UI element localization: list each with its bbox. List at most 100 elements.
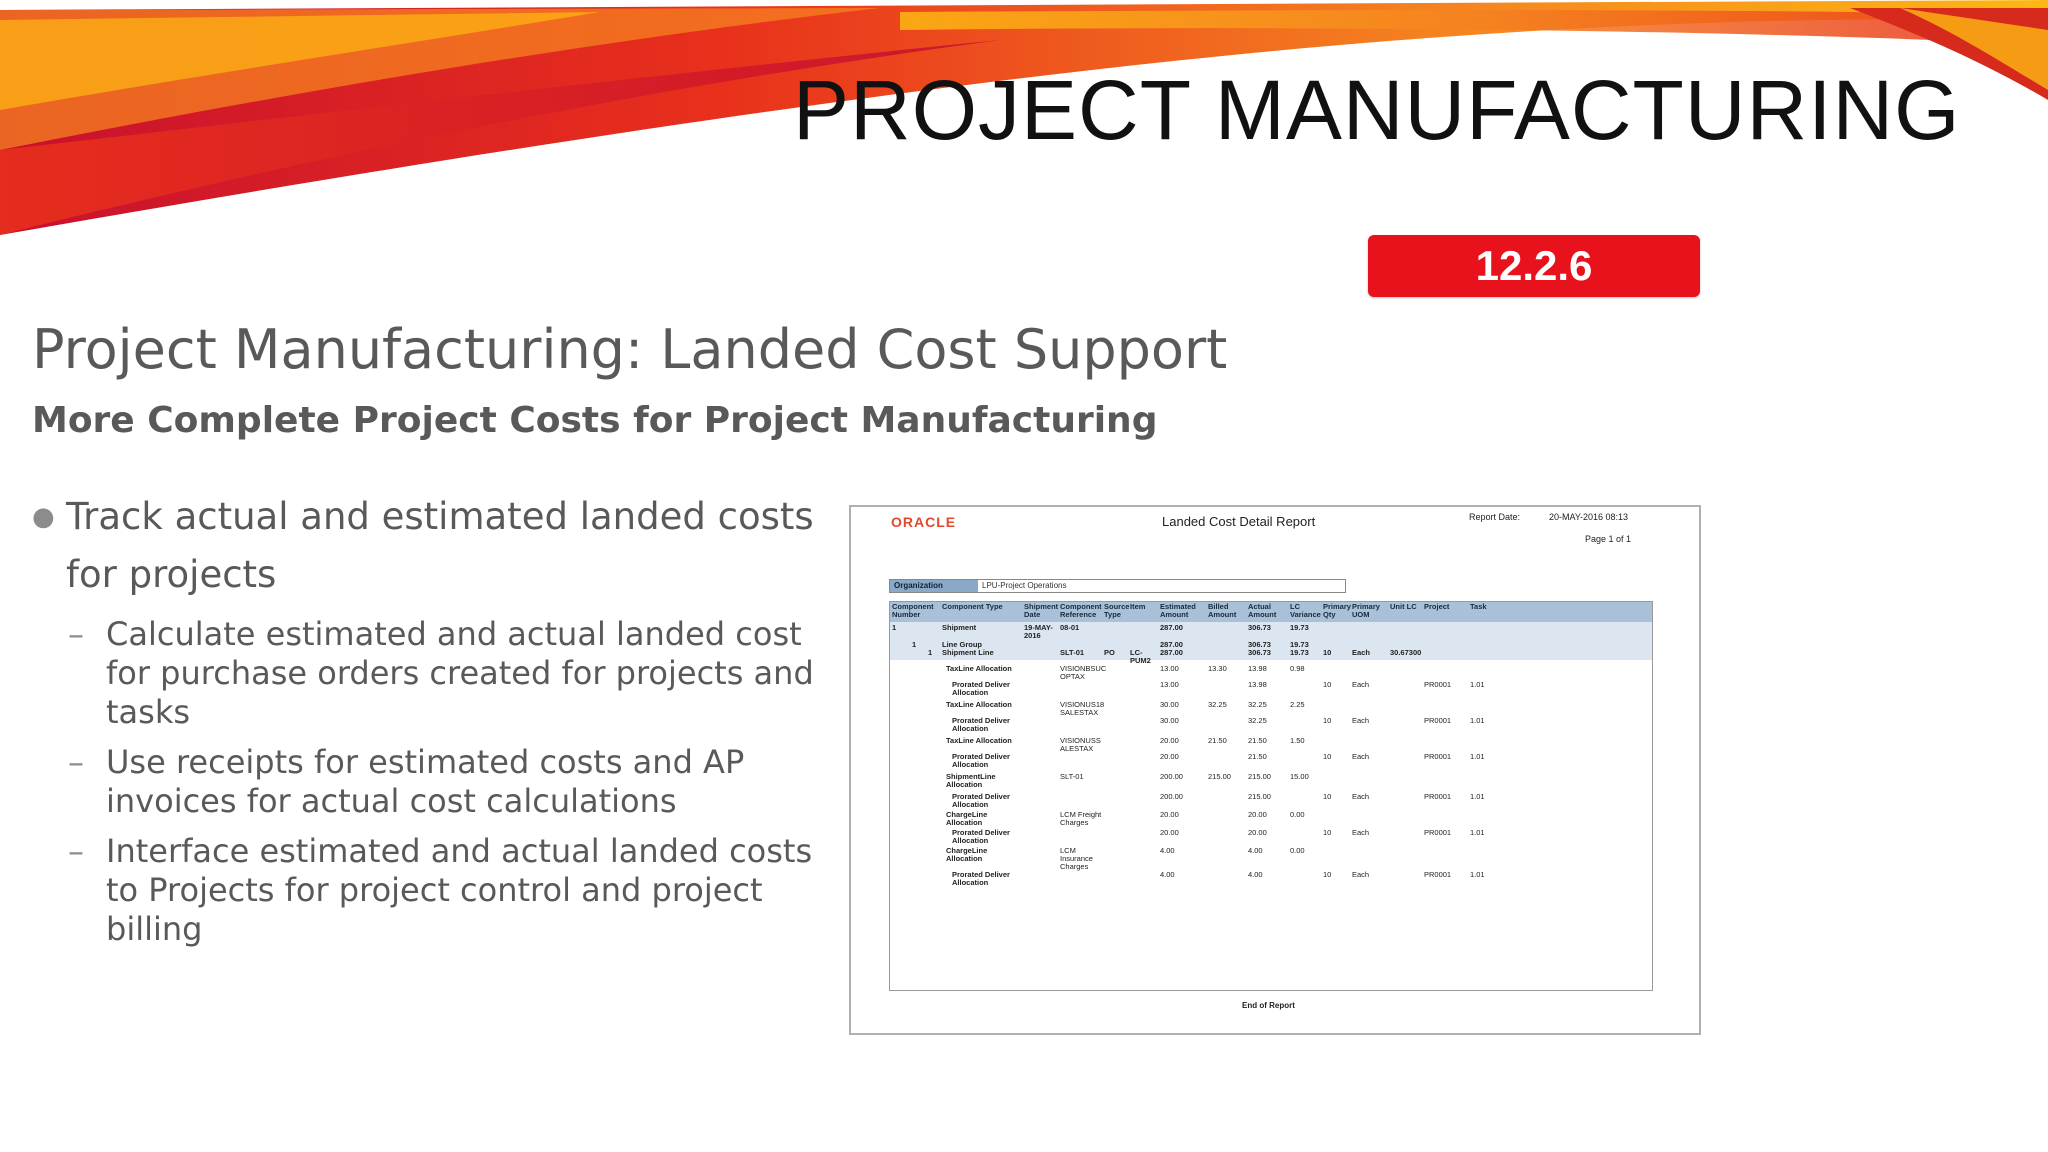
sub-bullet-item: – Interface estimated and actual landed …: [32, 832, 832, 949]
report-header-cell: Component Type: [942, 602, 1003, 611]
report-cell: Prorated Deliver Allocation: [952, 828, 1010, 845]
report-cell: 215.00: [1208, 772, 1231, 781]
sub-bullet-text: Calculate estimated and actual landed co…: [106, 615, 814, 731]
report-cell: 1.01: [1470, 792, 1485, 801]
organization-label: Organization: [890, 580, 978, 592]
report-cell: 10: [1323, 792, 1332, 801]
bullet-text: Track actual and estimated landed costs …: [66, 495, 814, 596]
organization-bar: Organization LPU-Project Operations: [889, 579, 1346, 593]
report-cell: 287.00: [1160, 648, 1183, 657]
report-cell: 4.00: [1248, 846, 1263, 855]
report-cell: 32.25: [1208, 700, 1227, 709]
report-cell: Shipment: [942, 623, 977, 632]
report-cell: 15.00: [1290, 772, 1309, 781]
report-cell: Each: [1352, 870, 1370, 879]
sub-bullet-text: Interface estimated and actual landed co…: [106, 832, 813, 948]
report-cell: 20.00: [1160, 828, 1179, 837]
report-cell: PO: [1104, 648, 1115, 657]
report-cell: 10: [1323, 716, 1332, 725]
report-cell: 200.00: [1160, 792, 1183, 801]
report-cell: 13.98: [1248, 664, 1267, 673]
report-cell: 19-MAY- 2016: [1024, 623, 1053, 640]
report-cell: 1: [912, 640, 917, 649]
report-header-cell: Estimated Amount: [1160, 602, 1196, 619]
report-table-header: Component Number Component Type Shipment D…: [890, 602, 1652, 622]
report-cell: Each: [1352, 752, 1370, 761]
report-cell: 13.00: [1160, 664, 1179, 673]
report-cell: SLT-01: [1060, 648, 1085, 657]
report-header-cell: Source Type: [1104, 602, 1130, 619]
oracle-logo: ORACLE: [891, 514, 957, 530]
report-cell: 10: [1323, 680, 1332, 689]
report-cell: 215.00: [1248, 792, 1271, 801]
report-cell: LCM Insurance Charges: [1060, 846, 1093, 871]
report-cell: 287.00: [1160, 640, 1183, 649]
report-cell: 1.01: [1470, 680, 1485, 689]
report-cell: Prorated Deliver Allocation: [952, 716, 1010, 733]
report-cell: SLT-01: [1060, 772, 1084, 781]
report-header-cell: LC Variance: [1290, 602, 1321, 619]
report-date: 20-MAY-2016 08:13: [1549, 512, 1629, 522]
report-cell: 32.25: [1248, 700, 1267, 709]
report-header-cell: Item: [1130, 602, 1146, 611]
version-badge: 12.2.6: [1368, 235, 1700, 297]
report-cell: 306.73: [1248, 623, 1271, 632]
report-cell: 10: [1323, 828, 1332, 837]
report-cell: PR0001: [1424, 752, 1452, 761]
report-header-cell: Component Reference: [1060, 602, 1102, 619]
report-header-cell: Primary Qty: [1323, 602, 1351, 619]
report-cell: 10: [1323, 648, 1332, 657]
report-header-cell: Project: [1424, 602, 1450, 611]
sub-bullet-item: – Use receipts for estimated costs and A…: [32, 743, 832, 821]
report-cell: 4.00: [1160, 846, 1175, 855]
report-cell: 1.01: [1470, 716, 1485, 725]
report-header-cell: Shipment Date: [1024, 602, 1059, 619]
report-cell: 287.00: [1160, 623, 1183, 632]
report-cell: LCM Freight Charges: [1060, 810, 1102, 827]
dash-icon: –: [68, 743, 84, 781]
report-cell: 30.00: [1160, 716, 1179, 725]
report-cell: Line Group: [942, 640, 982, 649]
report-table: Component Number Component Type Shipment D…: [889, 601, 1653, 991]
report-header-cell: Unit LC: [1390, 602, 1417, 611]
report-header-cell: Actual Amount: [1248, 602, 1277, 619]
report-cell: ShipmentLine Allocation: [946, 772, 996, 789]
report-cell: 19.73: [1290, 640, 1309, 649]
report-cell: 306.73: [1248, 648, 1271, 657]
report-cell: Each: [1352, 792, 1370, 801]
sub-bullet-text: Use receipts for estimated costs and AP …: [106, 743, 745, 820]
report-cell: 4.00: [1248, 870, 1263, 879]
report-cell: 19.73: [1290, 623, 1309, 632]
report-header-cell: Component Number: [892, 602, 934, 619]
bullet-dot-icon: ●: [32, 502, 55, 532]
report-cell: 200.00: [1160, 772, 1183, 781]
report-cell: 32.25: [1248, 716, 1267, 725]
report-cell: 20.00: [1160, 736, 1179, 745]
report-shipment-band: [890, 622, 1652, 660]
report-cell: 30.67300: [1390, 648, 1422, 657]
bullet-list: ● Track actual and estimated landed cost…: [32, 488, 832, 949]
report-title: Landed Cost Detail Report: [1162, 514, 1316, 529]
slide-heading: Project Manufacturing: Landed Cost Suppo…: [32, 318, 1228, 381]
report-cell: PR0001: [1424, 870, 1452, 879]
report-header-cell: Primary UOM: [1352, 602, 1380, 619]
report-cell: 13.98: [1248, 680, 1267, 689]
report-cell: Prorated Deliver Allocation: [952, 680, 1010, 697]
sub-bullet-item: – Calculate estimated and actual landed …: [32, 615, 832, 732]
report-cell: 1: [928, 648, 933, 657]
report-cell: 0.00: [1290, 846, 1305, 855]
report-cell: Prorated Deliver Allocation: [952, 752, 1010, 769]
report-cell: 215.00: [1248, 772, 1271, 781]
report-cell: Each: [1352, 828, 1370, 837]
report-cell: 20.00: [1248, 828, 1267, 837]
report-header-cell: Task: [1470, 602, 1487, 611]
report-cell: VISIONBSUC OPTAX: [1060, 664, 1107, 681]
report-cell: Shipment Line: [942, 648, 994, 657]
report-cell: 1: [892, 623, 897, 632]
report-cell: Each: [1352, 648, 1370, 657]
report-cell: TaxLine Allocation: [946, 736, 1012, 745]
report-cell: PR0001: [1424, 680, 1452, 689]
organization-value: LPU-Project Operations: [982, 581, 1067, 590]
report-cell: 13.30: [1208, 664, 1227, 673]
report-cell: Each: [1352, 716, 1370, 725]
